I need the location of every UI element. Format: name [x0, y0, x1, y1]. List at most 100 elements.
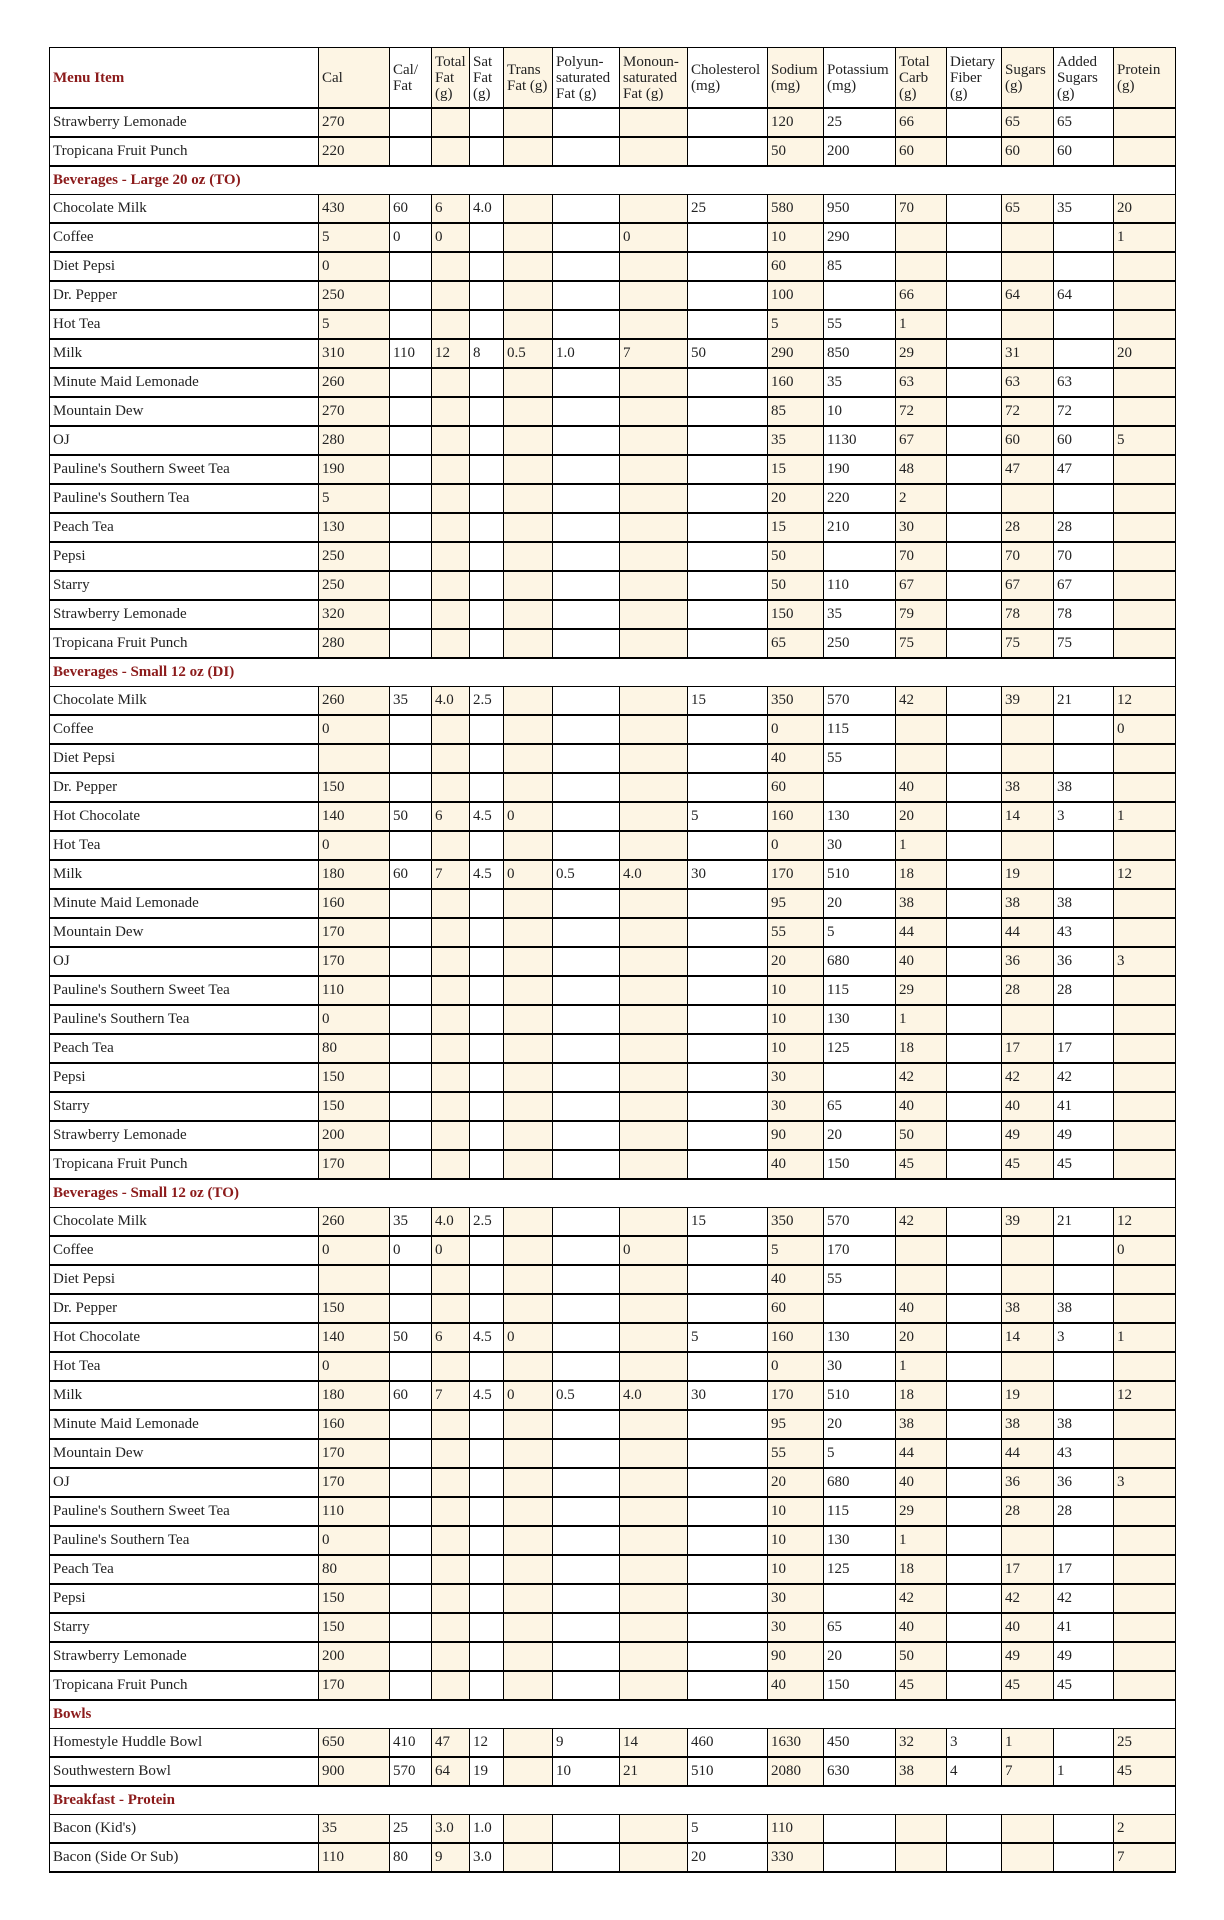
empty-cell: [1053, 1814, 1114, 1844]
empty-cell: [946, 1235, 1002, 1266]
data-row: Minute Maid Lemonade 160 95 20 38 38 38: [49, 1409, 1176, 1440]
empty-cell: [687, 570, 768, 601]
menu-item: Hot Chocolate: [49, 1322, 319, 1353]
empty-cell: [1113, 136, 1176, 167]
cell: 150: [767, 599, 824, 630]
empty-cell: [469, 1120, 504, 1151]
empty-cell: [469, 309, 504, 340]
cell: 44: [895, 917, 947, 948]
cell: 55: [823, 743, 896, 774]
cell: 15: [767, 454, 824, 485]
column-header: Polyun-saturated Fat (g): [552, 47, 620, 109]
cell: 55: [767, 1438, 824, 1469]
cell: 140: [318, 1322, 390, 1353]
empty-cell: [1001, 1842, 1054, 1873]
cell: 65: [767, 628, 824, 659]
empty-cell: [687, 251, 768, 282]
empty-cell: [552, 1554, 620, 1585]
cell: 67: [1001, 570, 1054, 601]
data-row: Hot Chocolate 140 50 6 4.5 0 5 160 130 20 14 3 1: [49, 801, 1176, 832]
empty-cell: [687, 1293, 768, 1324]
empty-cell: [431, 917, 470, 948]
empty-cell: [318, 743, 390, 774]
cell: 40: [895, 1091, 947, 1122]
cell: 40: [895, 1467, 947, 1498]
cell: 10: [767, 1554, 824, 1585]
empty-cell: [469, 772, 504, 803]
empty-cell: [619, 1149, 688, 1180]
cell: 47: [1001, 454, 1054, 485]
cell: 7: [431, 859, 470, 890]
cell: 95: [767, 888, 824, 919]
data-row: Diet Pepsi 0 60 85: [49, 251, 1176, 282]
empty-cell: [687, 599, 768, 630]
menu-item: Peach Tea: [49, 1033, 319, 1064]
empty-cell: [687, 483, 768, 514]
empty-cell: [503, 1351, 553, 1382]
empty-cell: [1001, 1525, 1054, 1556]
cell: 2: [895, 483, 947, 514]
data-row: Pepsi 150 30 42 42 42: [49, 1062, 1176, 1093]
menu-item: Coffee: [49, 714, 319, 745]
cell: 63: [895, 367, 947, 398]
empty-cell: [946, 1612, 1002, 1643]
empty-cell: [503, 1293, 553, 1324]
empty-cell: [946, 1207, 1002, 1237]
cell: 170: [767, 859, 824, 890]
cell: 2080: [767, 1756, 824, 1787]
cell: 70: [1053, 541, 1114, 572]
cell: 0: [318, 830, 390, 861]
cell: 160: [767, 801, 824, 832]
empty-cell: [687, 1004, 768, 1035]
empty-cell: [687, 1091, 768, 1122]
empty-cell: [431, 888, 470, 919]
data-row: Mountain Dew 270 85 10 72 72 72: [49, 396, 1176, 427]
empty-cell: [503, 512, 553, 543]
cell: 80: [318, 1033, 390, 1064]
empty-cell: [503, 396, 553, 427]
empty-cell: [469, 1004, 504, 1035]
data-row: Strawberry Lemonade 200 90 20 50 49 49: [49, 1120, 1176, 1151]
empty-cell: [946, 1554, 1002, 1585]
empty-cell: [389, 1525, 432, 1556]
cell: 50: [895, 1120, 947, 1151]
empty-cell: [469, 1409, 504, 1440]
cell: 14: [619, 1728, 688, 1758]
empty-cell: [503, 1235, 553, 1266]
cell: 25: [1113, 1728, 1176, 1758]
cell: 20: [687, 1842, 768, 1873]
empty-cell: [946, 743, 1002, 774]
cell: 40: [895, 1293, 947, 1324]
cell: 65: [1001, 107, 1054, 138]
cell: 49: [1001, 1641, 1054, 1672]
empty-cell: [389, 1409, 432, 1440]
empty-cell: [619, 1351, 688, 1382]
cell: 630: [823, 1756, 896, 1787]
empty-cell: [469, 1033, 504, 1064]
cell: 3.0: [469, 1842, 504, 1873]
empty-cell: [619, 772, 688, 803]
cell: 64: [1001, 280, 1054, 311]
cell: 42: [895, 1583, 947, 1614]
cell: 45: [1001, 1149, 1054, 1180]
empty-cell: [687, 1641, 768, 1672]
cell: 20: [767, 1467, 824, 1498]
cell: 150: [318, 1293, 390, 1324]
empty-cell: [895, 222, 947, 253]
empty-cell: [1113, 309, 1176, 340]
data-row: Dr. Pepper 150 60 40 38 38: [49, 772, 1176, 803]
menu-item: Diet Pepsi: [49, 251, 319, 282]
empty-cell: [619, 888, 688, 919]
empty-cell: [552, 396, 620, 427]
cell: 150: [823, 1670, 896, 1701]
cell: 170: [318, 1149, 390, 1180]
data-row: Milk 180 60 7 4.5 0 0.5 4.0 30 170 510 18 19 12: [49, 859, 1176, 890]
empty-cell: [823, 1293, 896, 1324]
empty-cell: [946, 396, 1002, 427]
cell: 70: [895, 194, 947, 224]
empty-cell: [619, 1033, 688, 1064]
empty-cell: [619, 1264, 688, 1295]
empty-cell: [1113, 1438, 1176, 1469]
cell: 63: [1053, 367, 1114, 398]
cell: 40: [1001, 1612, 1054, 1643]
